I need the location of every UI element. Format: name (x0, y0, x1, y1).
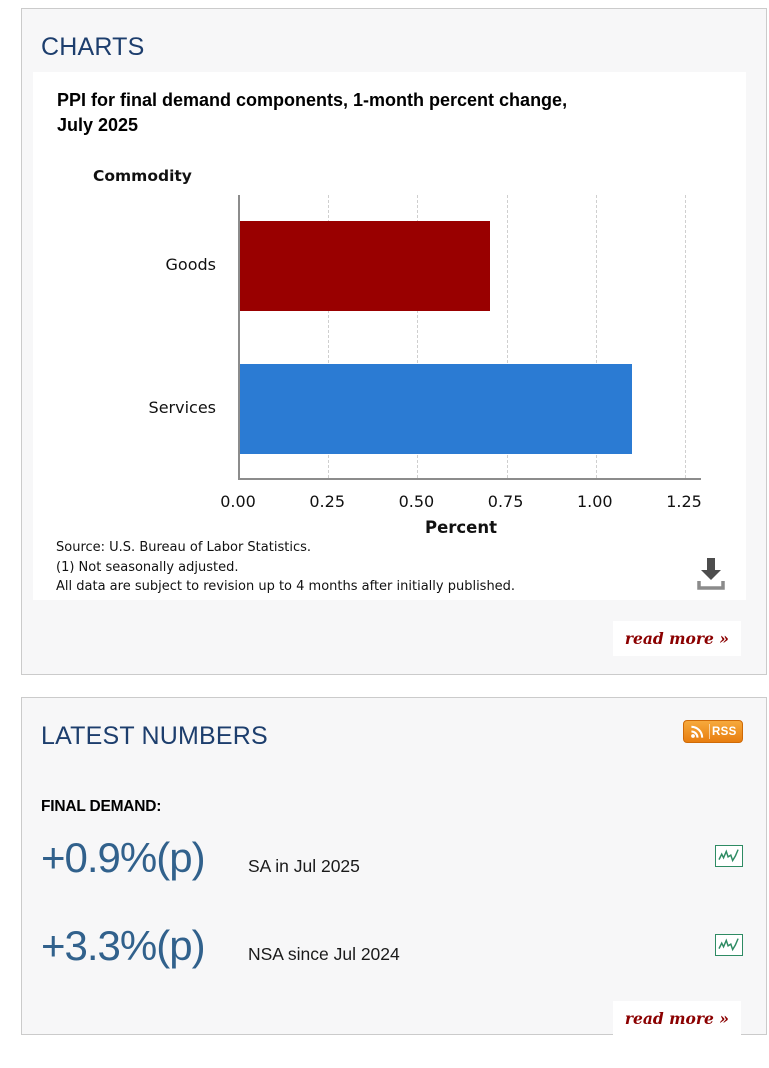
read-more-link[interactable]: read more » (612, 1001, 741, 1036)
gridline (417, 195, 419, 478)
category-label-goods: Goods (165, 255, 216, 275)
chart-footnotes: Source: U.S. Bureau of Labor Statistics.… (56, 538, 515, 597)
latest-numbers-section: LATEST NUMBERS RSS FINAL DEMAND: +0.9%(p… (21, 697, 767, 1036)
stat-label-nsa: NSA since Jul 2024 (248, 944, 400, 964)
rss-button[interactable]: RSS (683, 720, 743, 743)
chart-source-note: Source: U.S. Bureau of Labor Statistics. (56, 540, 311, 555)
stat-value-nsa: +3.3%(p) (41, 922, 206, 969)
gridline (506, 195, 508, 478)
charts-heading: CHARTS (41, 33, 145, 61)
chart-y-axis-title: Commodity (93, 167, 192, 185)
chart-footnote-1: (1) Not seasonally adjusted. (56, 559, 239, 575)
rss-badge-label: RSS (712, 725, 737, 738)
chart-plot-area (238, 195, 701, 480)
charts-section: CHARTS PPI for final demand components, … (21, 8, 767, 675)
stat-value-sa: +0.9%(p) (41, 834, 206, 881)
final-demand-heading: FINAL DEMAND: (41, 798, 162, 815)
chart-title: PPI for final demand components, 1-month… (57, 88, 697, 138)
stat-label-sa: SA in Jul 2025 (248, 856, 360, 876)
x-tick-label: 0.50 (398, 492, 435, 511)
chart-title-line1: PPI for final demand components, 1-month… (57, 90, 568, 110)
x-tick-label: 1.00 (576, 492, 613, 511)
x-tick-label: 0.25 (309, 492, 345, 511)
chart-footnote-2: All data are subject to revision up to 4… (56, 579, 516, 594)
download-icon[interactable] (694, 555, 728, 591)
read-more-link[interactable]: read more » (612, 621, 741, 656)
sparkline-chart-icon[interactable] (715, 845, 743, 867)
gridline (328, 195, 330, 478)
gridline (685, 195, 686, 478)
x-tick-label: 0.00 (220, 492, 256, 511)
sparkline-chart-icon[interactable] (715, 934, 743, 956)
chart-title-line2: July 2025 (57, 115, 139, 135)
latest-numbers-heading: LATEST NUMBERS (41, 722, 268, 750)
bar-services (240, 363, 632, 454)
gridline (595, 195, 597, 478)
rss-badge-divider (709, 724, 710, 739)
x-tick-label: 0.75 (487, 492, 524, 511)
bar-goods (240, 221, 490, 312)
ppi-bar-chart: PPI for final demand components, 1-month… (33, 72, 746, 600)
chart-x-axis-title: Percent (424, 518, 498, 537)
category-label-services: Services (148, 397, 216, 417)
x-tick-label: 1.25 (666, 492, 702, 511)
rss-icon (691, 725, 704, 738)
